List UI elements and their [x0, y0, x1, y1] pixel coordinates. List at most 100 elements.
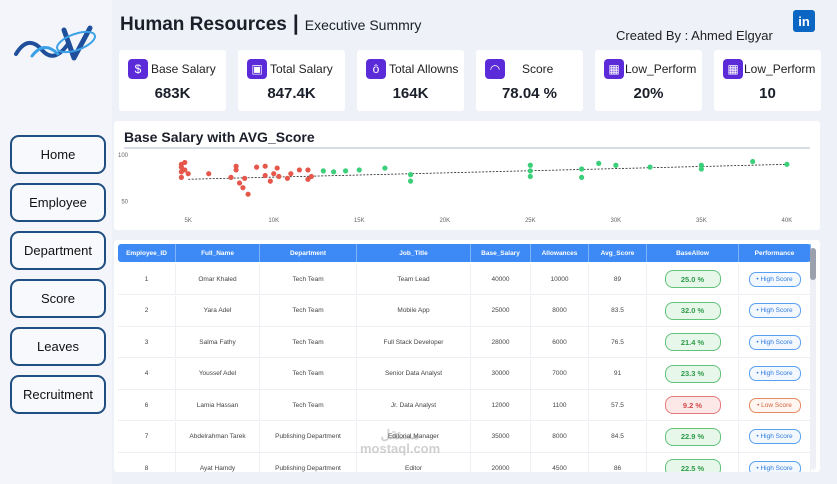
scatter-point[interactable]: [382, 165, 388, 171]
linkedin-icon[interactable]: in: [793, 10, 815, 32]
scatter-point[interactable]: [527, 173, 533, 180]
table-cell: Tech Team: [260, 295, 357, 326]
scatter-point[interactable]: [579, 174, 585, 180]
x-tick-label: 25K: [525, 218, 536, 224]
scatter-point[interactable]: [296, 167, 302, 173]
table-row[interactable]: 2 Yara Adel Tech Team Mobile App 25000 8000 83…: [118, 295, 811, 327]
nav-recruitment-button[interactable]: Recruitment: [10, 375, 106, 414]
scatter-point[interactable]: [245, 191, 251, 197]
table-cell: Senior Data Analyst: [357, 358, 471, 389]
table-row[interactable]: 1 Omar Khaled Tech Team Team Lead 40000 10000…: [118, 264, 811, 295]
scatter-point[interactable]: [240, 185, 246, 191]
scatter-point[interactable]: [407, 172, 414, 178]
table-cell: 23.3 %: [647, 358, 739, 389]
column-header[interactable]: Avg_Score: [589, 244, 647, 262]
nav-department-button[interactable]: Department: [10, 231, 106, 270]
scatter-point[interactable]: [254, 164, 260, 170]
column-header[interactable]: Job_Title: [357, 244, 471, 262]
table-cell: 20000: [471, 453, 531, 472]
scatter-point[interactable]: [698, 166, 704, 172]
scatter-point[interactable]: [331, 169, 337, 175]
scatter-point[interactable]: [274, 165, 280, 171]
scatter-point[interactable]: [407, 178, 414, 184]
scatter-point[interactable]: [233, 167, 239, 173]
page-subtitle: Executive Summry: [304, 17, 422, 33]
scatter-point[interactable]: [182, 167, 188, 173]
table-cell: 7: [118, 421, 176, 452]
nav-home-button[interactable]: Home: [10, 135, 106, 174]
table-cell: 7000: [531, 358, 589, 389]
table-cell: 3: [118, 327, 176, 357]
scatter-point[interactable]: [185, 171, 191, 177]
scatter-point[interactable]: [613, 162, 619, 168]
scatter-point[interactable]: [236, 180, 243, 186]
chart-icon: ▦: [723, 59, 743, 79]
performance-badge: • High Score: [748, 460, 801, 472]
scatter-point[interactable]: [647, 164, 653, 170]
title-separator: |: [292, 12, 299, 35]
table-cell: 9.2 %: [647, 390, 739, 420]
scatter-point[interactable]: [182, 159, 188, 166]
table-cell: Full Stack Developer: [357, 327, 471, 357]
table-cell: 40000: [471, 264, 531, 294]
table-cell: Tech Team: [260, 358, 357, 389]
scatter-point[interactable]: [228, 174, 234, 180]
column-header[interactable]: Department: [260, 244, 357, 262]
kpi-value: 847.4K: [267, 85, 316, 102]
nav-employee-button[interactable]: Employee: [10, 183, 106, 222]
scatter-point[interactable]: [288, 171, 294, 177]
column-header[interactable]: BaseAllow: [647, 244, 739, 262]
scatter-point[interactable]: [308, 173, 314, 180]
scatter-point[interactable]: [262, 172, 268, 179]
created-by-text: Created By : Ahmed Elgyar: [616, 28, 773, 43]
table-row[interactable]: 3 Salma Fathy Tech Team Full Stack Develope…: [118, 327, 811, 358]
column-header[interactable]: Employee_ID: [118, 244, 176, 262]
column-header[interactable]: Base_Salary: [471, 244, 531, 262]
table-cell: 84.5: [589, 421, 647, 452]
column-header[interactable]: Performance: [739, 244, 811, 262]
table-cell: Omar Khaled: [176, 264, 260, 294]
scatter-point[interactable]: [242, 175, 248, 181]
scatter-point[interactable]: [305, 167, 311, 173]
table-cell: • High Score: [739, 295, 811, 326]
kpi-value: 164K: [392, 85, 429, 102]
base-allow-pill: 21.4 %: [664, 333, 721, 351]
scrollbar-thumb[interactable]: [810, 248, 816, 280]
table-row[interactable]: 8 Ayat Hamdy Publishing Department Editor 20…: [118, 453, 811, 472]
column-header[interactable]: Full_Name: [176, 244, 260, 262]
scatter-point[interactable]: [698, 162, 704, 168]
table-cell: Yara Adel: [176, 295, 260, 326]
table-cell: 91: [589, 358, 647, 389]
table-row[interactable]: 7 Abdelrahman Tarek Publishing Department E…: [118, 421, 811, 453]
scatter-point[interactable]: [527, 162, 533, 168]
table-scrollbar[interactable]: [810, 248, 816, 470]
nav-leaves-button[interactable]: Leaves: [10, 327, 106, 366]
scatter-point[interactable]: [284, 175, 291, 181]
scatter-point[interactable]: [342, 168, 349, 174]
scatter-point[interactable]: [178, 174, 184, 180]
scatter-point[interactable]: [579, 166, 585, 172]
kpi-card-score: ◠ Score 78.04 %: [476, 50, 583, 111]
x-tick-label: 10K: [268, 218, 279, 224]
scatter-point[interactable]: [527, 168, 533, 174]
scatter-point[interactable]: [206, 171, 212, 177]
scatter-point[interactable]: [320, 168, 326, 174]
chart-title: Base Salary with AVG_Score: [124, 129, 315, 145]
scatter-point[interactable]: [262, 163, 268, 169]
scatter-point[interactable]: [750, 158, 756, 165]
scatter-point[interactable]: [271, 171, 277, 177]
scatter-point[interactable]: [356, 167, 362, 173]
table-row[interactable]: 6 Lamia Hassan Tech Team Jr. Data Analyst 12…: [118, 390, 811, 421]
scatter-point[interactable]: [784, 161, 790, 167]
x-tick-label: 20K: [439, 218, 450, 224]
column-header[interactable]: Allowances: [531, 244, 589, 262]
performance-badge: • High Score: [748, 429, 801, 444]
table-cell: 25.0 %: [647, 264, 739, 294]
scatter-point[interactable]: [596, 160, 602, 166]
scatter-point[interactable]: [233, 163, 239, 169]
scatter-point[interactable]: [267, 178, 273, 184]
nav-score-button[interactable]: Score: [10, 279, 106, 318]
table-cell: 6000: [531, 327, 589, 357]
scatter-point[interactable]: [276, 173, 282, 180]
table-row[interactable]: 4 Youssef Adel Tech Team Senior Data Analys…: [118, 358, 811, 390]
